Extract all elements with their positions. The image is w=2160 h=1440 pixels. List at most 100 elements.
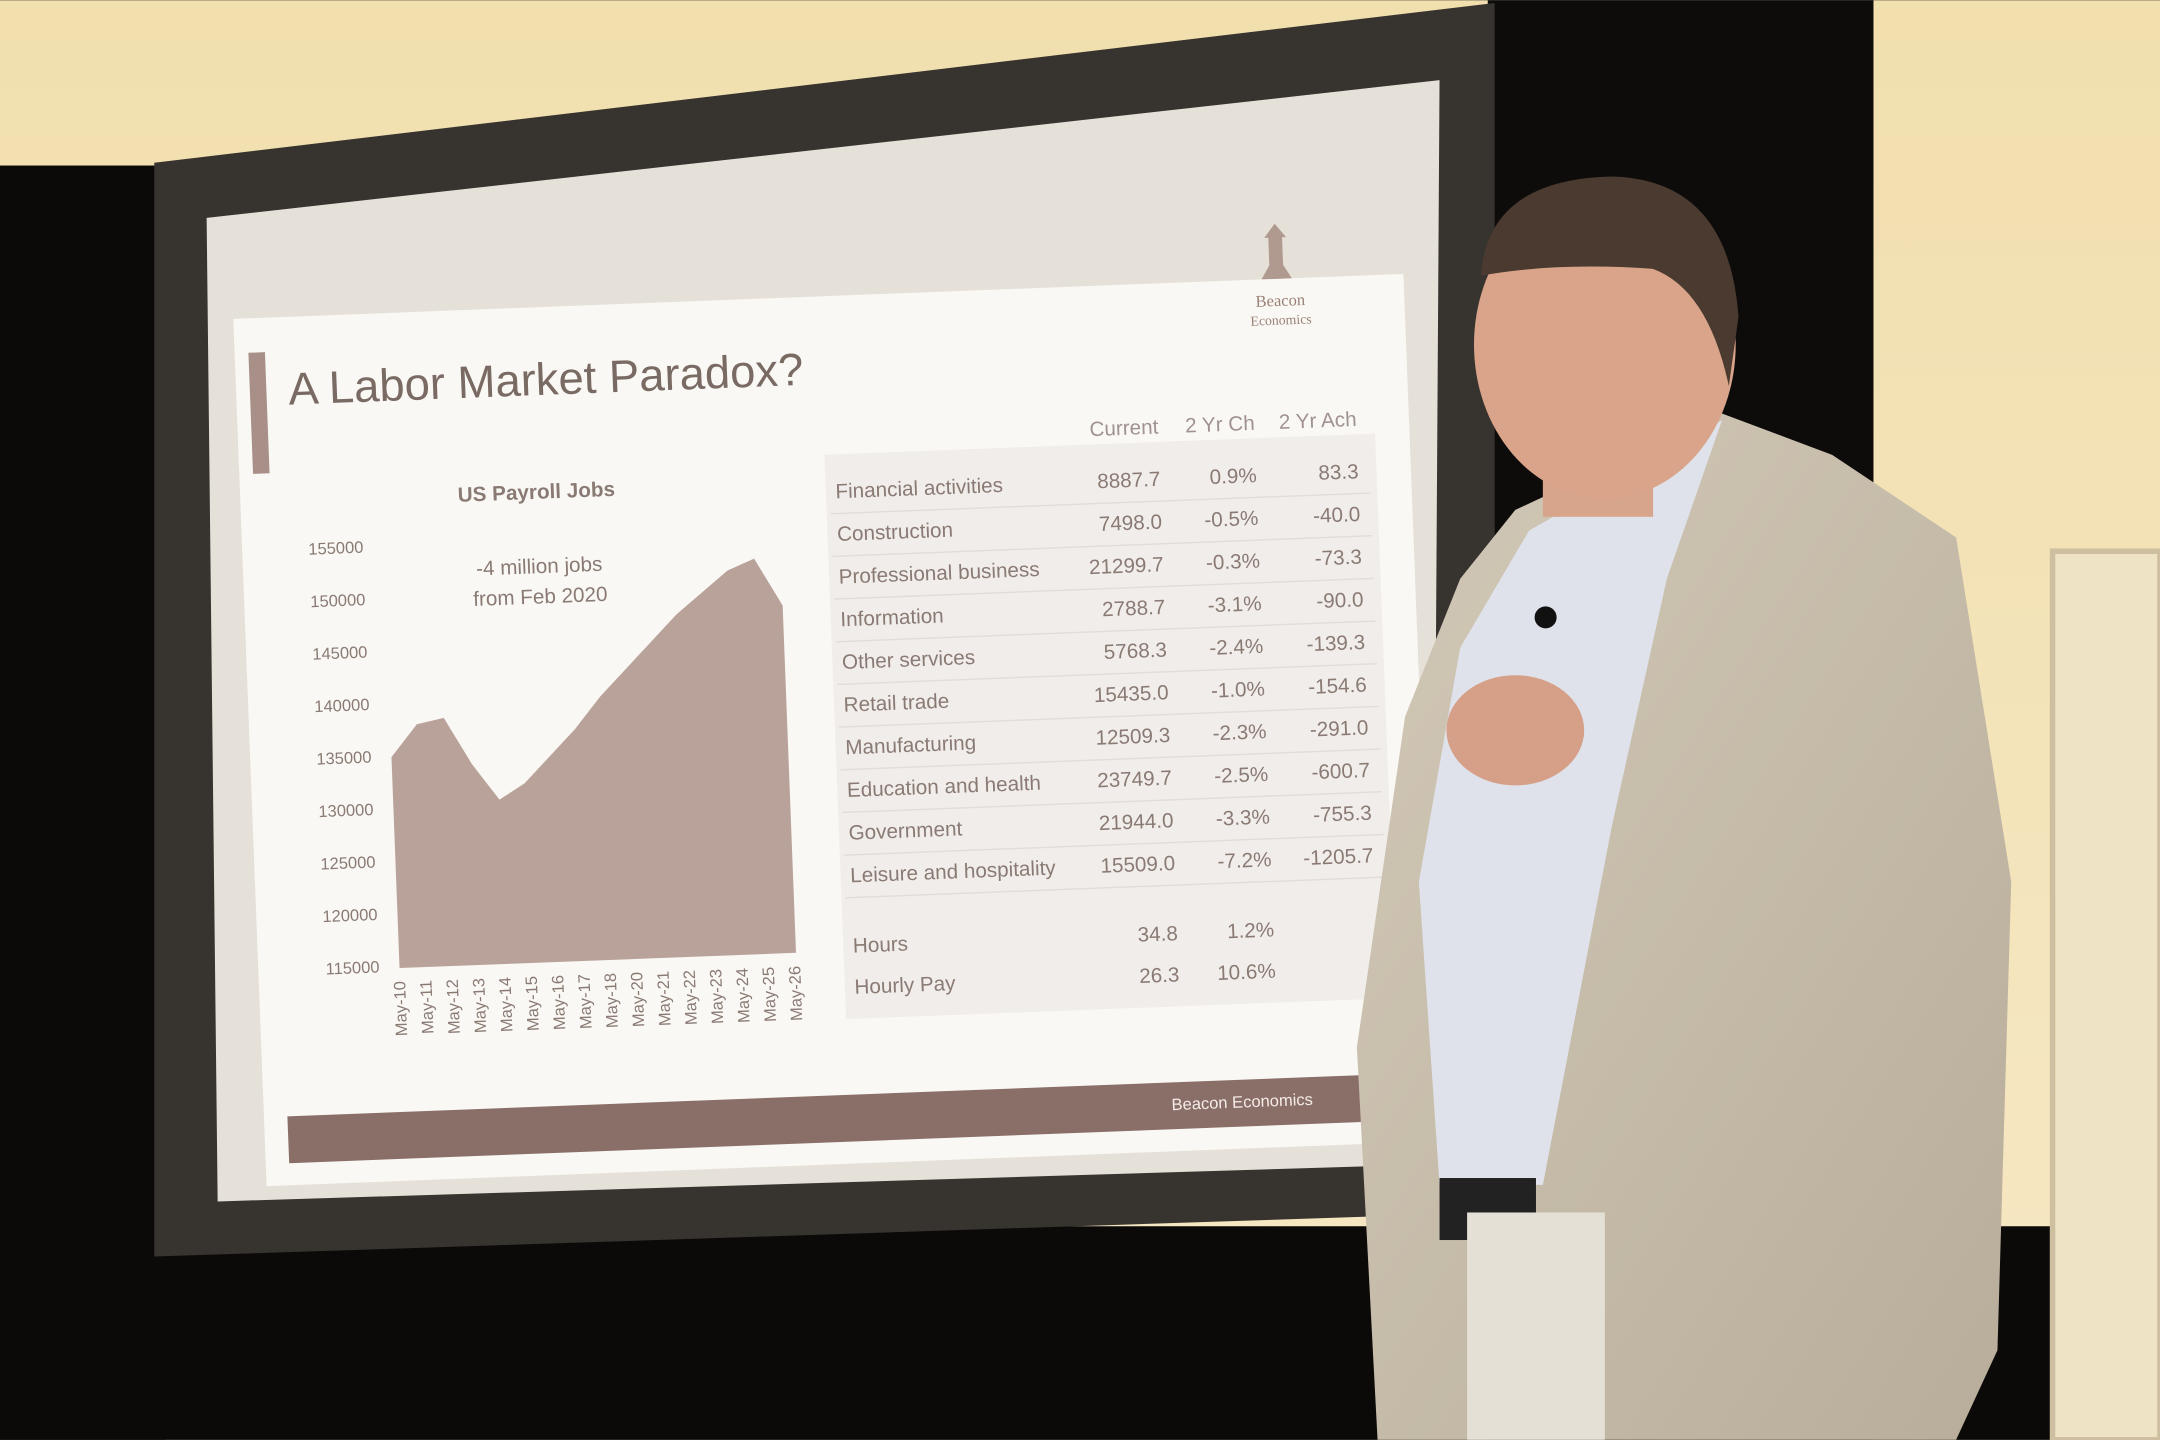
x-tick-label: May-23 bbox=[706, 969, 727, 1025]
row-divider bbox=[837, 663, 1378, 686]
table-header: 2 Yr Ach bbox=[1278, 408, 1357, 434]
logo-text: Economics bbox=[1250, 311, 1312, 328]
table-cell: -291.0 bbox=[1309, 716, 1368, 741]
hair bbox=[1480, 176, 1739, 386]
table-cell: -2.5% bbox=[1214, 763, 1269, 788]
x-tick-label: May-18 bbox=[601, 973, 622, 1029]
x-tick-label: May-22 bbox=[680, 970, 701, 1026]
row-label: Manufacturing bbox=[845, 731, 977, 759]
row-label: Government bbox=[848, 817, 963, 844]
x-tick-label: May-12 bbox=[443, 979, 464, 1035]
row-divider bbox=[832, 535, 1373, 558]
table-cell: 10.6% bbox=[1217, 960, 1276, 985]
table-cell: 21299.7 bbox=[1089, 553, 1164, 579]
chart: 115000 120000 125000 130000 135000 140000 1450… bbox=[308, 538, 806, 1037]
footer-bar bbox=[287, 1073, 1405, 1164]
x-tick-label: May-16 bbox=[548, 975, 569, 1031]
row-label: Construction bbox=[837, 519, 954, 546]
row-divider bbox=[845, 876, 1386, 899]
table-cell: -40.0 bbox=[1313, 503, 1361, 528]
table-cell: 7498.0 bbox=[1098, 511, 1162, 536]
table-cell: -2.4% bbox=[1209, 635, 1264, 660]
y-tick-label: 135000 bbox=[316, 748, 372, 769]
row-divider bbox=[840, 748, 1381, 771]
table-cell: -154.6 bbox=[1308, 674, 1367, 699]
row-label: Retail trade bbox=[843, 690, 949, 717]
x-tick-label: May-15 bbox=[522, 976, 543, 1032]
x-tick-label: May-24 bbox=[733, 968, 754, 1024]
row-divider bbox=[830, 492, 1371, 515]
row-divider bbox=[842, 791, 1382, 814]
x-tick-label: May-20 bbox=[627, 972, 648, 1028]
table-cell: 23749.7 bbox=[1097, 767, 1172, 793]
y-tick-label: 145000 bbox=[312, 643, 368, 664]
table-cell: 0.9% bbox=[1209, 464, 1257, 489]
y-tick-label: 125000 bbox=[320, 853, 376, 874]
x-tick-label: May-14 bbox=[495, 977, 516, 1033]
row-divider bbox=[838, 705, 1379, 728]
trousers bbox=[1467, 1212, 1605, 1440]
slide: A Labor Market Paradox? Beacon Economics… bbox=[233, 223, 1437, 1187]
row-divider bbox=[835, 620, 1376, 643]
x-tick-label: May-26 bbox=[785, 966, 806, 1022]
table-cell: 15509.0 bbox=[1100, 852, 1175, 878]
table-cell: 21944.0 bbox=[1098, 809, 1173, 835]
logo-text: Beacon bbox=[1255, 290, 1306, 311]
table-cell: 12509.3 bbox=[1095, 724, 1170, 750]
table-cell: 83.3 bbox=[1318, 460, 1359, 485]
table-header: Current bbox=[1089, 416, 1159, 442]
x-tick-label: May-21 bbox=[653, 971, 674, 1027]
table-cell: -7.2% bbox=[1217, 848, 1272, 873]
table-cell: 15435.0 bbox=[1094, 681, 1169, 707]
microphone bbox=[1534, 606, 1557, 629]
table-cell: 5768.3 bbox=[1103, 639, 1167, 664]
y-tick-label: 115000 bbox=[325, 957, 380, 978]
table-cell: -3.1% bbox=[1207, 592, 1262, 617]
table-cell: -0.5% bbox=[1204, 507, 1259, 532]
table-cell: -2.3% bbox=[1212, 720, 1267, 745]
table-cell: 34.8 bbox=[1137, 922, 1178, 947]
area bbox=[391, 558, 796, 969]
y-tick-label: 155000 bbox=[308, 538, 364, 559]
y-tick-label: 140000 bbox=[314, 695, 370, 716]
table-cell: -73.3 bbox=[1314, 546, 1362, 571]
title-bar bbox=[248, 352, 270, 474]
speaker bbox=[1356, 176, 2012, 1440]
table-cell: -139.3 bbox=[1306, 631, 1365, 656]
row-label: Other services bbox=[842, 646, 976, 674]
row-label: Hours bbox=[853, 933, 909, 958]
shirt bbox=[1418, 420, 1722, 1185]
table-cell: -1.0% bbox=[1211, 678, 1266, 703]
y-tick-label: 130000 bbox=[318, 800, 374, 821]
table-cell: -600.7 bbox=[1311, 759, 1370, 784]
table-cell: 1.2% bbox=[1227, 918, 1275, 943]
table-cell: -1205.7 bbox=[1303, 844, 1374, 870]
x-tick-label: May-13 bbox=[469, 978, 490, 1034]
table-cell: 8887.7 bbox=[1097, 468, 1161, 493]
table-background bbox=[824, 433, 1397, 1020]
table-cell: -90.0 bbox=[1316, 588, 1364, 613]
table-cell: 26.3 bbox=[1139, 963, 1180, 988]
hand bbox=[1446, 675, 1585, 786]
y-tick-label: 150000 bbox=[310, 590, 366, 611]
x-tick-label: May-10 bbox=[390, 981, 411, 1037]
row-divider bbox=[843, 833, 1384, 856]
row-label: Hourly Pay bbox=[854, 972, 957, 999]
x-tick-label: May-11 bbox=[416, 980, 437, 1035]
x-tick-label: May-25 bbox=[759, 967, 780, 1023]
y-tick-label: 120000 bbox=[322, 905, 378, 926]
table-cell: 2788.7 bbox=[1102, 596, 1166, 621]
table-cell: -3.3% bbox=[1215, 806, 1270, 831]
table-header: 2 Yr Ch bbox=[1185, 412, 1255, 438]
logo-icon bbox=[1261, 223, 1292, 280]
door-frame bbox=[2049, 548, 2160, 1440]
row-label: Information bbox=[840, 604, 944, 631]
row-divider bbox=[834, 577, 1374, 600]
table-cell: -0.3% bbox=[1206, 550, 1261, 575]
annotation: -4 million jobs bbox=[476, 553, 603, 581]
table-cell: -755.3 bbox=[1313, 802, 1372, 827]
annotation: from Feb 2020 bbox=[473, 583, 608, 611]
x-tick-label: May-17 bbox=[574, 974, 595, 1030]
